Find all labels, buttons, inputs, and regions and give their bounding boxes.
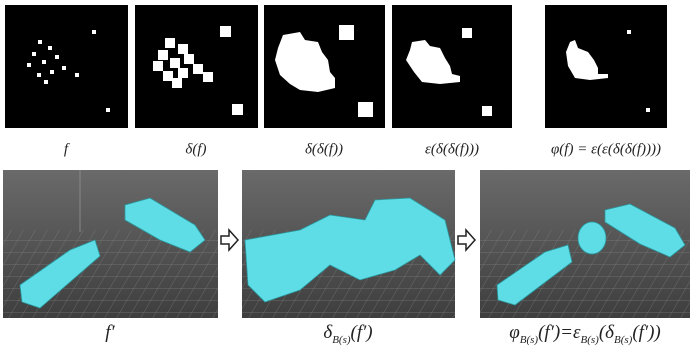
render-label: φB(s)(f′)=εB(s)(δB(s)(f′)) bbox=[509, 322, 661, 345]
render-closed bbox=[480, 170, 690, 318]
arrow bbox=[458, 230, 475, 250]
label-part: φ bbox=[509, 322, 520, 343]
image-erosion bbox=[392, 5, 512, 128]
image-label: f bbox=[64, 141, 70, 157]
image-label: δ(f) bbox=[185, 141, 206, 157]
image-label: ε(δ(δ(f))) bbox=[425, 141, 479, 157]
label-part: (f′)) bbox=[632, 322, 660, 343]
image-f bbox=[5, 5, 128, 128]
subscript: B(s) bbox=[332, 334, 351, 346]
render-label: δB(s)(f′) bbox=[323, 322, 372, 345]
render-original bbox=[3, 170, 218, 318]
image-closing bbox=[545, 5, 667, 128]
label-part: (f′) bbox=[351, 322, 373, 343]
label-part: (δ bbox=[599, 322, 615, 343]
arrow bbox=[221, 230, 238, 250]
subscript: B(s) bbox=[614, 334, 633, 346]
label-part: f′ bbox=[105, 322, 115, 343]
image-label: φ(f) = ε(ε(δ(δ(f)))) bbox=[551, 141, 661, 157]
render-dilated bbox=[242, 170, 455, 318]
image-dilation bbox=[135, 5, 258, 128]
subscript: B(s) bbox=[520, 334, 539, 346]
image-double-dilation bbox=[264, 5, 385, 128]
label-part: (f′)=ε bbox=[538, 322, 581, 343]
image-label: δ(δ(f)) bbox=[305, 141, 343, 157]
render-label: f′ bbox=[105, 322, 115, 343]
subscript: B(s) bbox=[581, 334, 600, 346]
figure: f δ(f) δ(δ(f)) ε(δ(δ(f))) φ(f) = ε(ε(δ(δ(f))… bbox=[0, 0, 691, 349]
